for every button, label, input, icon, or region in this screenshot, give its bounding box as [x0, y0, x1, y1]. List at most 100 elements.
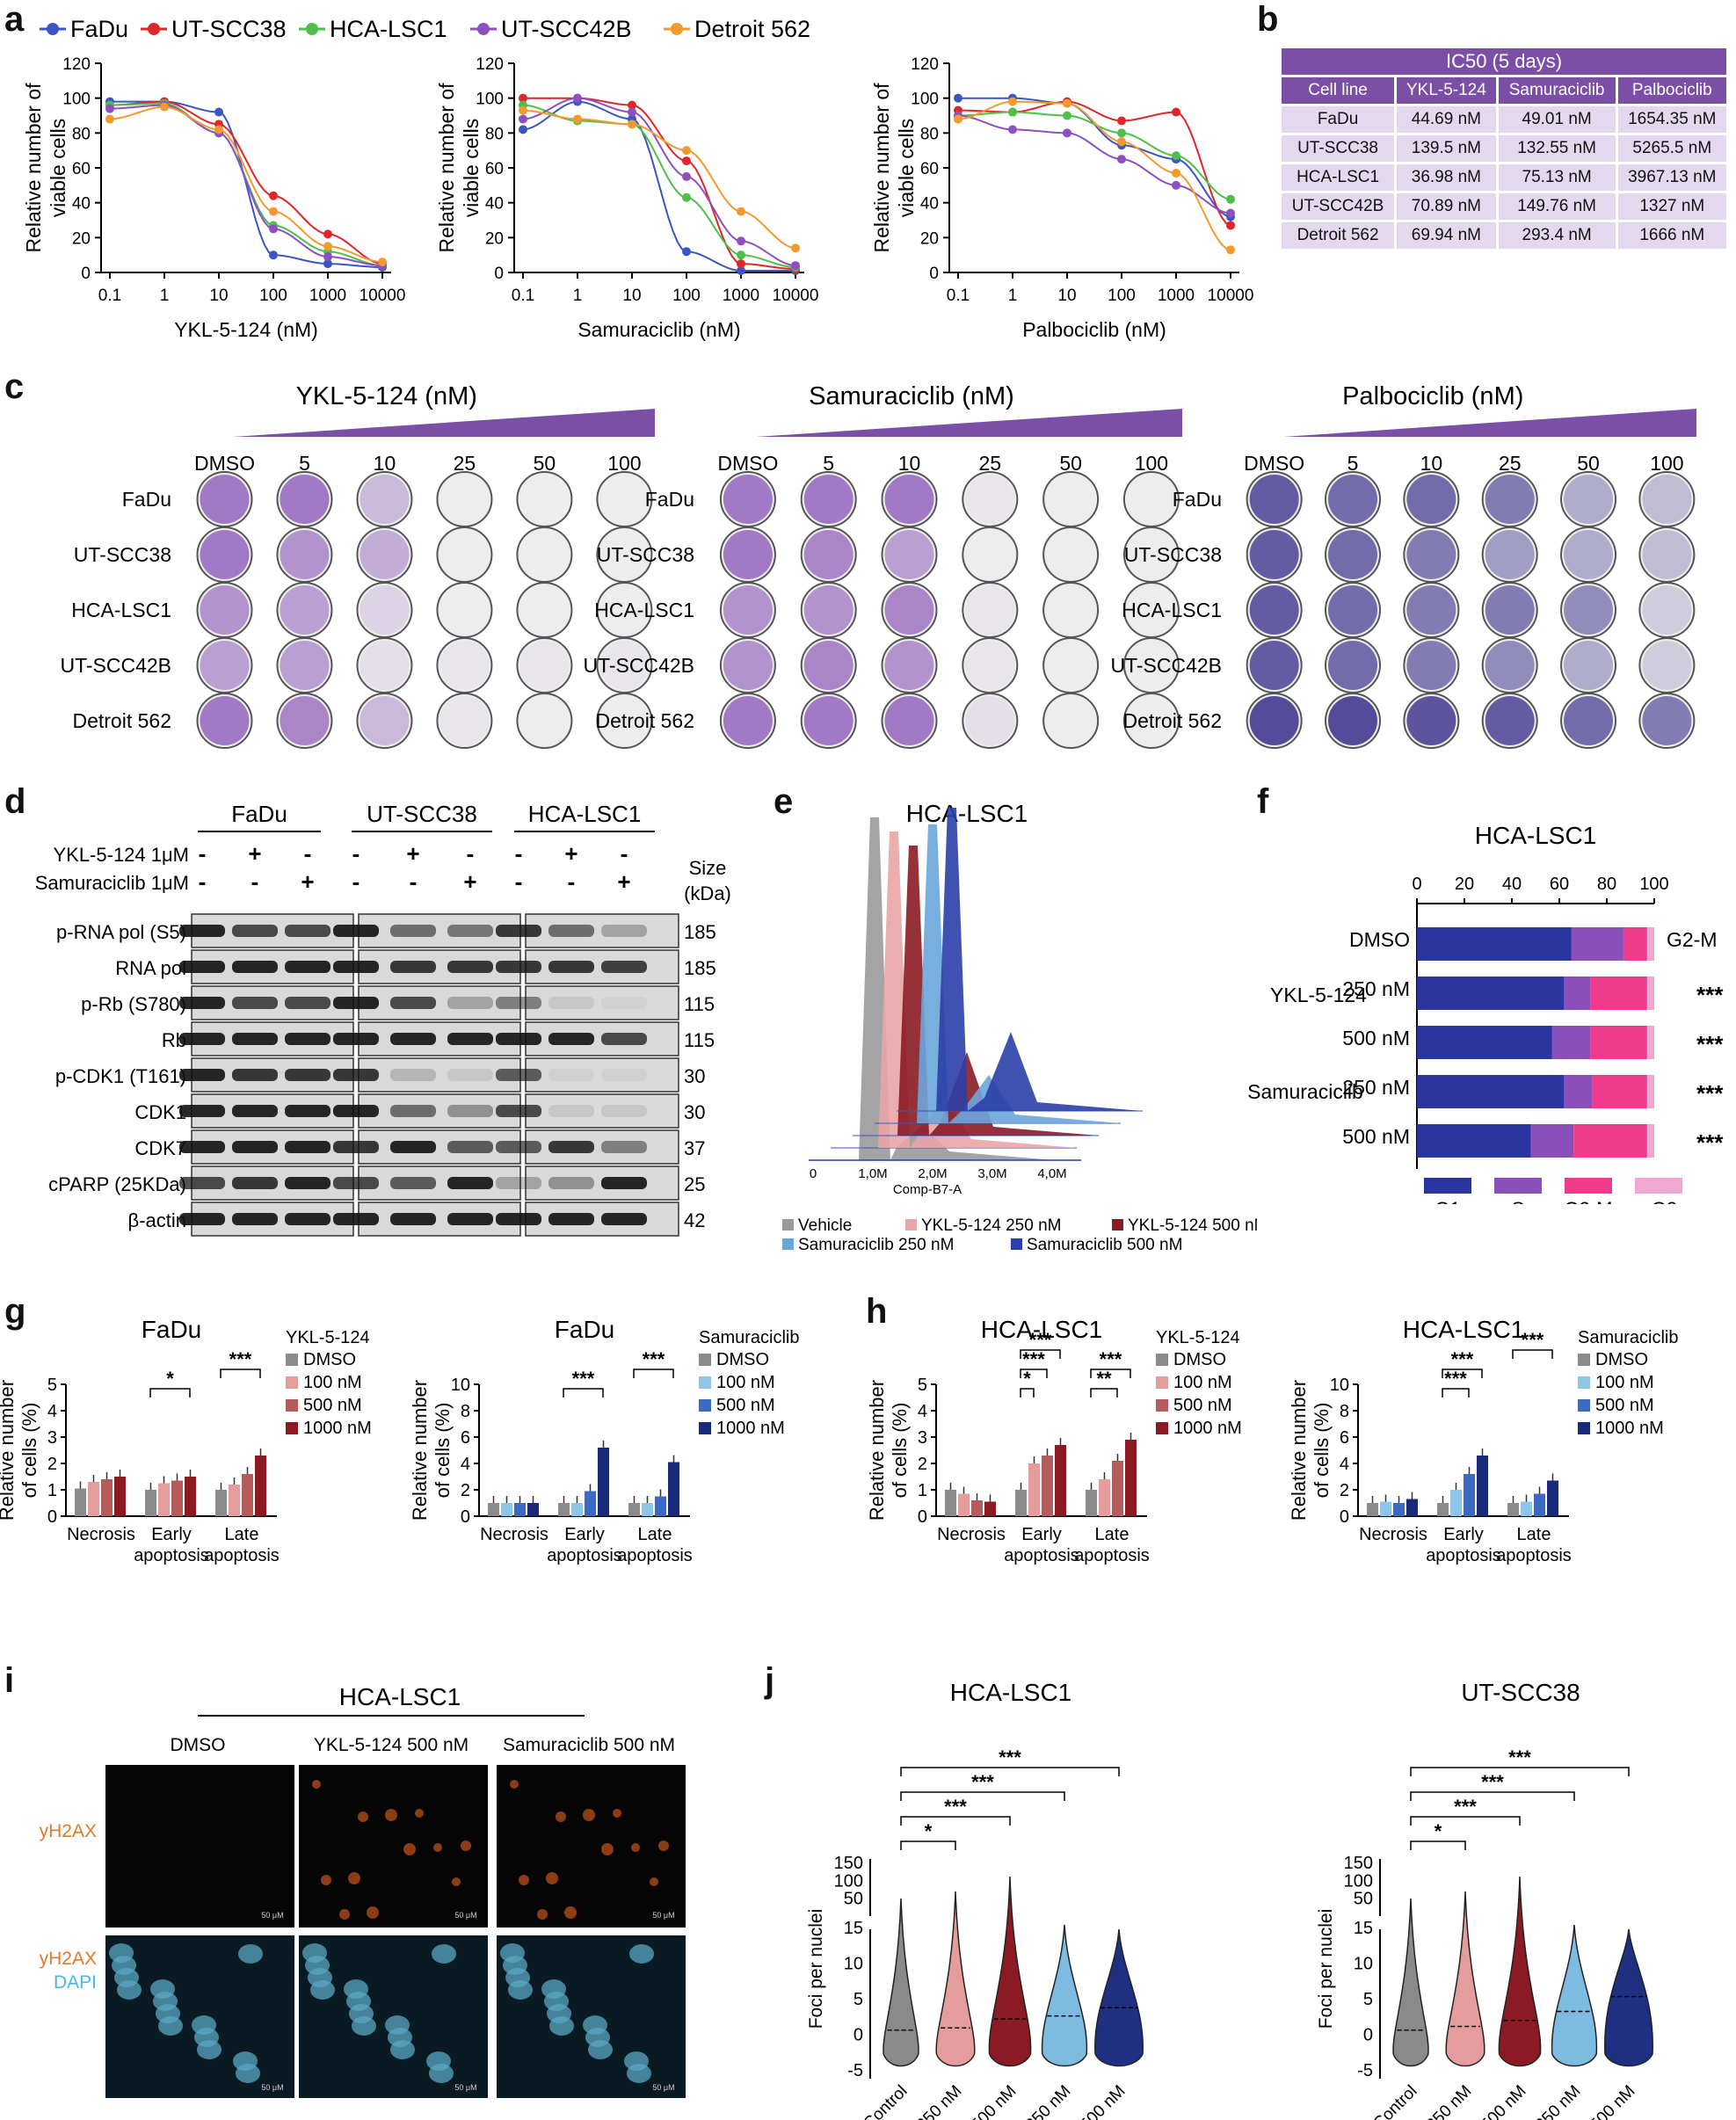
colony-stain: [360, 475, 410, 524]
apop-bar: [101, 1479, 113, 1516]
colony-stain: [1406, 696, 1456, 745]
apop-x-label: Late: [1095, 1525, 1129, 1544]
apop-legend-label: 100 nM: [1173, 1373, 1232, 1392]
apop-y-tick-label: 4: [918, 1402, 927, 1421]
apop-legend-swatch: [699, 1376, 711, 1389]
foci-cluster: [433, 1843, 442, 1852]
apop-y-tick-label: 10: [1330, 1376, 1349, 1395]
data-point: [1117, 116, 1126, 126]
violin-category-label: Control: [1369, 2082, 1420, 2120]
protein-label: p-CDK1 (T161): [55, 1065, 186, 1087]
blot-band: [548, 1213, 594, 1225]
foci-cluster: [321, 1875, 331, 1885]
panel-label-j: j: [765, 1661, 775, 1700]
nucleus: [238, 1944, 263, 1964]
apop-y-label: Relative numberof cells (%): [409, 1380, 454, 1521]
apop-y-label-line: Relative number: [1288, 1380, 1310, 1521]
panel-label-a: a: [4, 0, 25, 39]
panel-label-f: f: [1257, 782, 1269, 821]
colony-stain: [803, 530, 853, 579]
scale-bar-label: 50 μM: [454, 2083, 476, 2092]
violin-y-tick-label: 0: [1363, 2026, 1373, 2045]
ic50-cell: FaDu: [1282, 106, 1395, 133]
cell-line-label: FaDu: [645, 488, 694, 511]
blot-band: [496, 1033, 541, 1045]
colony-stain: [519, 641, 570, 690]
dose-label: DMSO: [717, 452, 778, 475]
violin-sig-bracket: [900, 1767, 1120, 1776]
colony-stain: [803, 696, 853, 745]
blot-group-label: FaDu: [231, 801, 287, 827]
y-tick-label: 0: [494, 265, 504, 283]
cc-legend-swatch: [1424, 1178, 1471, 1194]
violin-y-tick-label: 10: [844, 1955, 863, 1974]
kda-size: 185: [684, 957, 716, 979]
flow-legend-swatch: [1112, 1219, 1123, 1231]
colony-stain: [360, 530, 410, 579]
imaging-column-label: DMSO: [171, 1735, 226, 1755]
cc-segment: [1592, 1075, 1647, 1108]
treatment-mark: -: [467, 840, 475, 867]
treatment-mark: +: [463, 868, 476, 895]
blot-band: [179, 1069, 225, 1081]
cell-line-label: FaDu: [1173, 488, 1222, 511]
blot-band: [333, 1177, 379, 1189]
violin-sig-bracket: [1410, 1816, 1521, 1826]
treatment-mark: -: [304, 840, 312, 867]
data-point: [105, 104, 114, 113]
data-point: [628, 100, 636, 110]
apop-y-tick-label: 6: [461, 1428, 470, 1448]
colony-stain: [1642, 475, 1692, 524]
colony-well: [596, 693, 653, 749]
nucleus: [197, 2040, 222, 2059]
apop-sig-bracket: [1512, 1349, 1553, 1359]
blot-band: [601, 1141, 647, 1153]
foci-cluster: [348, 1872, 360, 1884]
apop-legend-swatch: [286, 1354, 298, 1366]
kda-size: 185: [684, 921, 716, 943]
colony-well: [516, 471, 573, 527]
apop-sig-bracket: [1090, 1369, 1131, 1378]
y-tick-label: 100: [911, 91, 939, 109]
dose-label: DMSO: [194, 452, 255, 475]
colony-stain: [280, 530, 330, 579]
blot-band: [447, 925, 493, 937]
apop-bar: [1393, 1503, 1405, 1516]
dose-label: 10: [898, 452, 921, 475]
data-point: [1063, 98, 1071, 108]
dose-response-palbociclib: 0 20 40 60 80 100 120 0.1 1 10 100 1000 10000 Palboci…: [870, 55, 1253, 341]
blot-band: [333, 1141, 379, 1153]
data-point: [269, 191, 278, 200]
apop-x-label: apoptosis: [1004, 1546, 1079, 1565]
foci-cluster: [415, 1809, 424, 1818]
x-tick-label: 0.1: [98, 287, 121, 305]
violin-sig-bracket: [900, 1816, 1011, 1826]
apop-bar: [628, 1503, 640, 1516]
blot-band: [179, 1105, 225, 1117]
cell-cycle-figure: HCA-LSC1 0 20 40 60 80 100 DMSO 250 nM *** 500 nM *…: [1247, 822, 1724, 1204]
apop-y-tick-label: 5: [918, 1376, 927, 1395]
blot-band: [548, 997, 594, 1009]
data-point: [628, 107, 636, 117]
colony-stain: [200, 696, 250, 745]
y-tick-label: 0: [81, 265, 91, 283]
colony-stain: [1328, 530, 1378, 579]
colony-well: [1042, 637, 1100, 693]
nucleus: [352, 2016, 376, 2036]
y-axis-label: Relative number ofviable cells: [435, 83, 483, 253]
imaging-panel-yh2ax: [105, 1765, 294, 1928]
data-point: [323, 259, 332, 269]
colony-well: [436, 526, 493, 583]
treatment-label: YKL-5-124 1μM: [53, 844, 189, 866]
treatment-mark: +: [564, 840, 577, 867]
blot-band: [232, 1141, 278, 1153]
apop-sig-stars: ***: [1100, 1348, 1122, 1370]
data-point: [1063, 111, 1071, 120]
apop-sig-bracket: [1442, 1388, 1470, 1398]
ic50-cell: 49.01 nM: [1498, 106, 1616, 133]
protein-label: p-Rb (S780): [81, 993, 186, 1015]
apop-y-tick-label: 0: [1340, 1507, 1349, 1527]
cc-segment: [1571, 927, 1623, 961]
colony-stain: [1564, 585, 1614, 635]
